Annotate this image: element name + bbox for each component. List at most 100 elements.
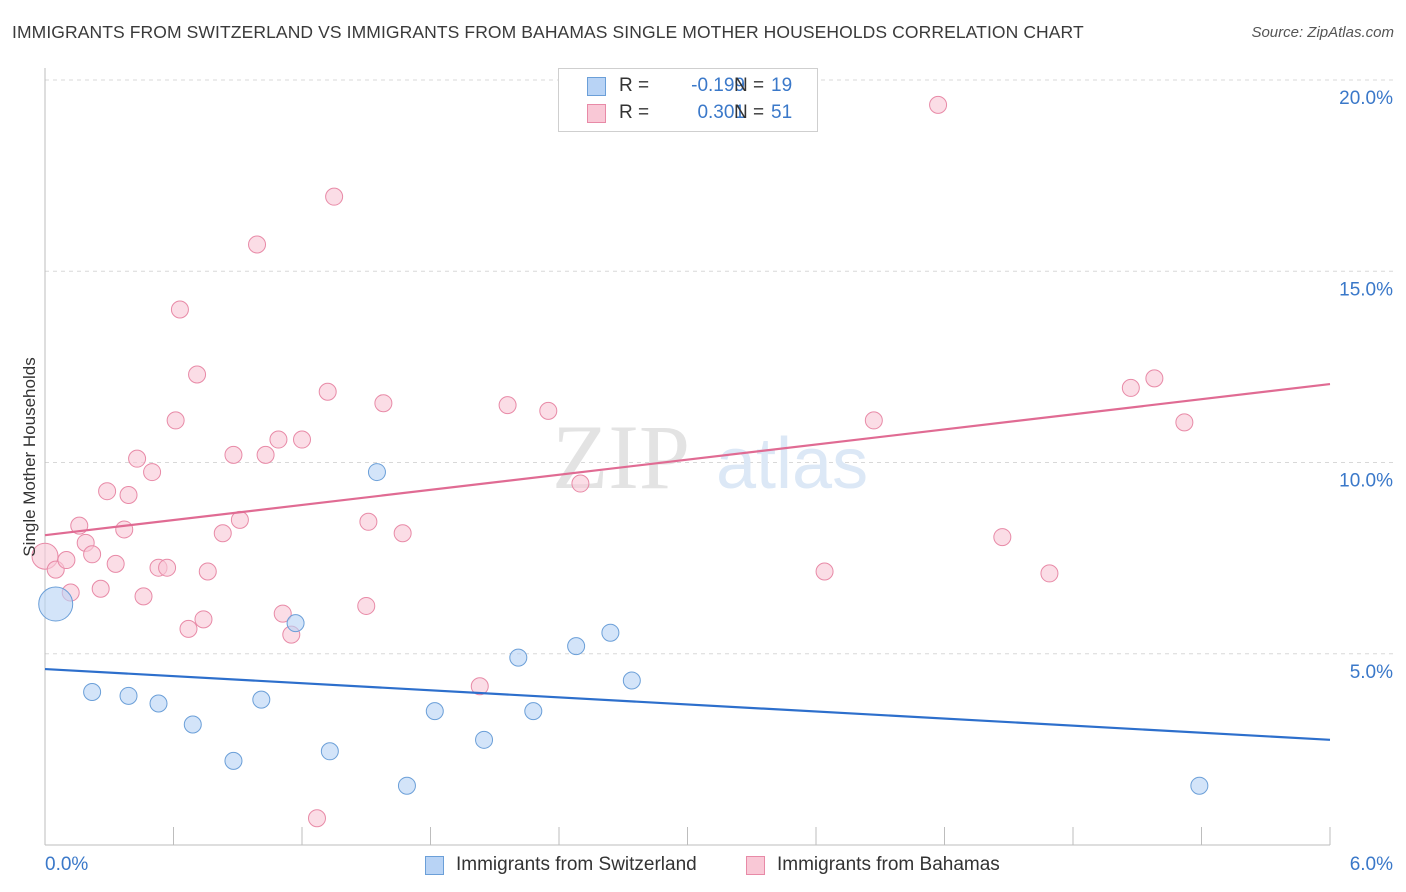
bahamas-point [194,610,213,629]
switzerland-point [119,686,138,705]
y-axis-label: Single Mother Households [20,357,39,556]
switzerland-point [601,623,620,642]
n-value: 19 [771,75,793,96]
r-label: R = [619,75,650,96]
switzerland-point [1190,776,1209,795]
bahamas-point [143,463,162,482]
bahamas-point [815,562,834,581]
n-label: N = [734,75,765,96]
bahamas-point [993,528,1012,547]
bahamas-point [166,411,185,430]
r-value: 0.301 [697,102,745,123]
bahamas-point [1145,369,1164,388]
legend-swatch-switzerland [425,855,444,875]
legend-item-switzerland[interactable]: Immigrants from Switzerland [425,852,697,878]
bahamas-point [248,235,267,254]
switzerland-point [509,648,528,667]
stats-legend: R = -0.199 N = 19 R = 0.301 N = 51 [558,68,818,132]
switzerland-point [320,742,339,761]
bahamas-point [83,545,102,564]
trend-lines [44,382,1331,741]
switzerland-point [622,671,641,690]
tick-labels: 5.0% 10.0% 15.0% 20.0% 0.0% 6.0% [45,88,1393,875]
bahamas-point [374,394,393,413]
bahamas-point [470,677,489,696]
y-tick-label: 5.0% [1350,662,1393,683]
bahamas-point [119,486,138,505]
bahamas-point [106,554,125,573]
n-label: N = [734,102,765,123]
bahamas-point [269,430,288,449]
chart-title: IMMIGRANTS FROM SWITZERLAND VS IMMIGRANT… [12,22,1084,42]
bahamas-point [198,562,217,581]
swatch-switzerland [587,76,606,96]
bahamas-point [98,482,117,501]
bahamas-point [307,809,326,828]
bahamas-point [318,382,337,401]
switzerland-point [475,730,494,749]
bahamas-point [393,524,412,543]
bahamas-point [128,449,147,468]
switzerland-point [286,614,305,633]
bahamas-point [293,430,311,449]
legend-swatch-bahamas [746,855,765,875]
bahamas-point [498,396,517,415]
bahamas-point [256,445,275,464]
watermark-atlas: atlas [716,424,868,504]
bahamas-point [91,579,110,598]
watermark-zip: ZIP [552,406,690,508]
bahamas-point [188,365,207,384]
bahamas-point [539,401,558,420]
bahamas-point [224,445,243,464]
switzerland-point [567,637,586,656]
bahamas-point [929,95,948,114]
switzerland-point [397,776,416,795]
series-legend: Immigrants from Switzerland Immigrants f… [0,852,1406,878]
bahamas-point [170,300,189,319]
legend-label-switzerland: Immigrants from Switzerland [456,854,697,875]
r-label: R = [619,102,650,123]
switzerland-point [38,586,74,622]
bahamas-point [1040,564,1059,583]
bahamas-point [179,619,198,638]
swatch-bahamas [587,103,606,123]
switzerland-point [83,683,102,701]
y-tick-label: 20.0% [1339,88,1393,109]
bahamas-point [273,604,292,623]
switzerland-point [149,694,168,713]
y-tick-label: 15.0% [1339,279,1393,300]
switzerland-point [183,715,202,734]
n-value: 51 [771,102,793,123]
bahamas-point [325,187,344,206]
switzerland-point [367,463,386,482]
x-tick-label: 0.0% [45,854,88,875]
bahamas-point [864,411,883,430]
bahamas-point [115,520,134,539]
series-bahamas-points [31,95,1194,828]
legend-item-bahamas[interactable]: Immigrants from Bahamas [746,852,1000,878]
bahamas-point [359,512,378,531]
x-tick-label: 6.0% [1350,854,1393,875]
switzerland-point [524,702,543,721]
bahamas-point [213,524,232,543]
legend-label-bahamas: Immigrants from Bahamas [777,854,1000,875]
bahamas-point [1175,413,1194,432]
bahamas-point [1121,378,1140,397]
bahamas-trend-line [44,382,1331,537]
switzerland-trend-line [44,667,1331,741]
switzerland-point [252,690,271,709]
bahamas-point [357,596,376,615]
switzerland-point [425,702,444,721]
series-switzerland-points [38,463,1209,795]
grid-lines [45,79,1394,655]
bahamas-point [134,587,153,606]
r-value: -0.199 [691,75,745,96]
bahamas-point [158,558,177,577]
bahamas-point [57,551,76,570]
bahamas-point [571,474,590,493]
axes [44,68,1331,846]
switzerland-point [224,751,243,770]
y-tick-label: 10.0% [1339,471,1393,492]
source-note: Source: ZipAtlas.com [1251,24,1394,41]
